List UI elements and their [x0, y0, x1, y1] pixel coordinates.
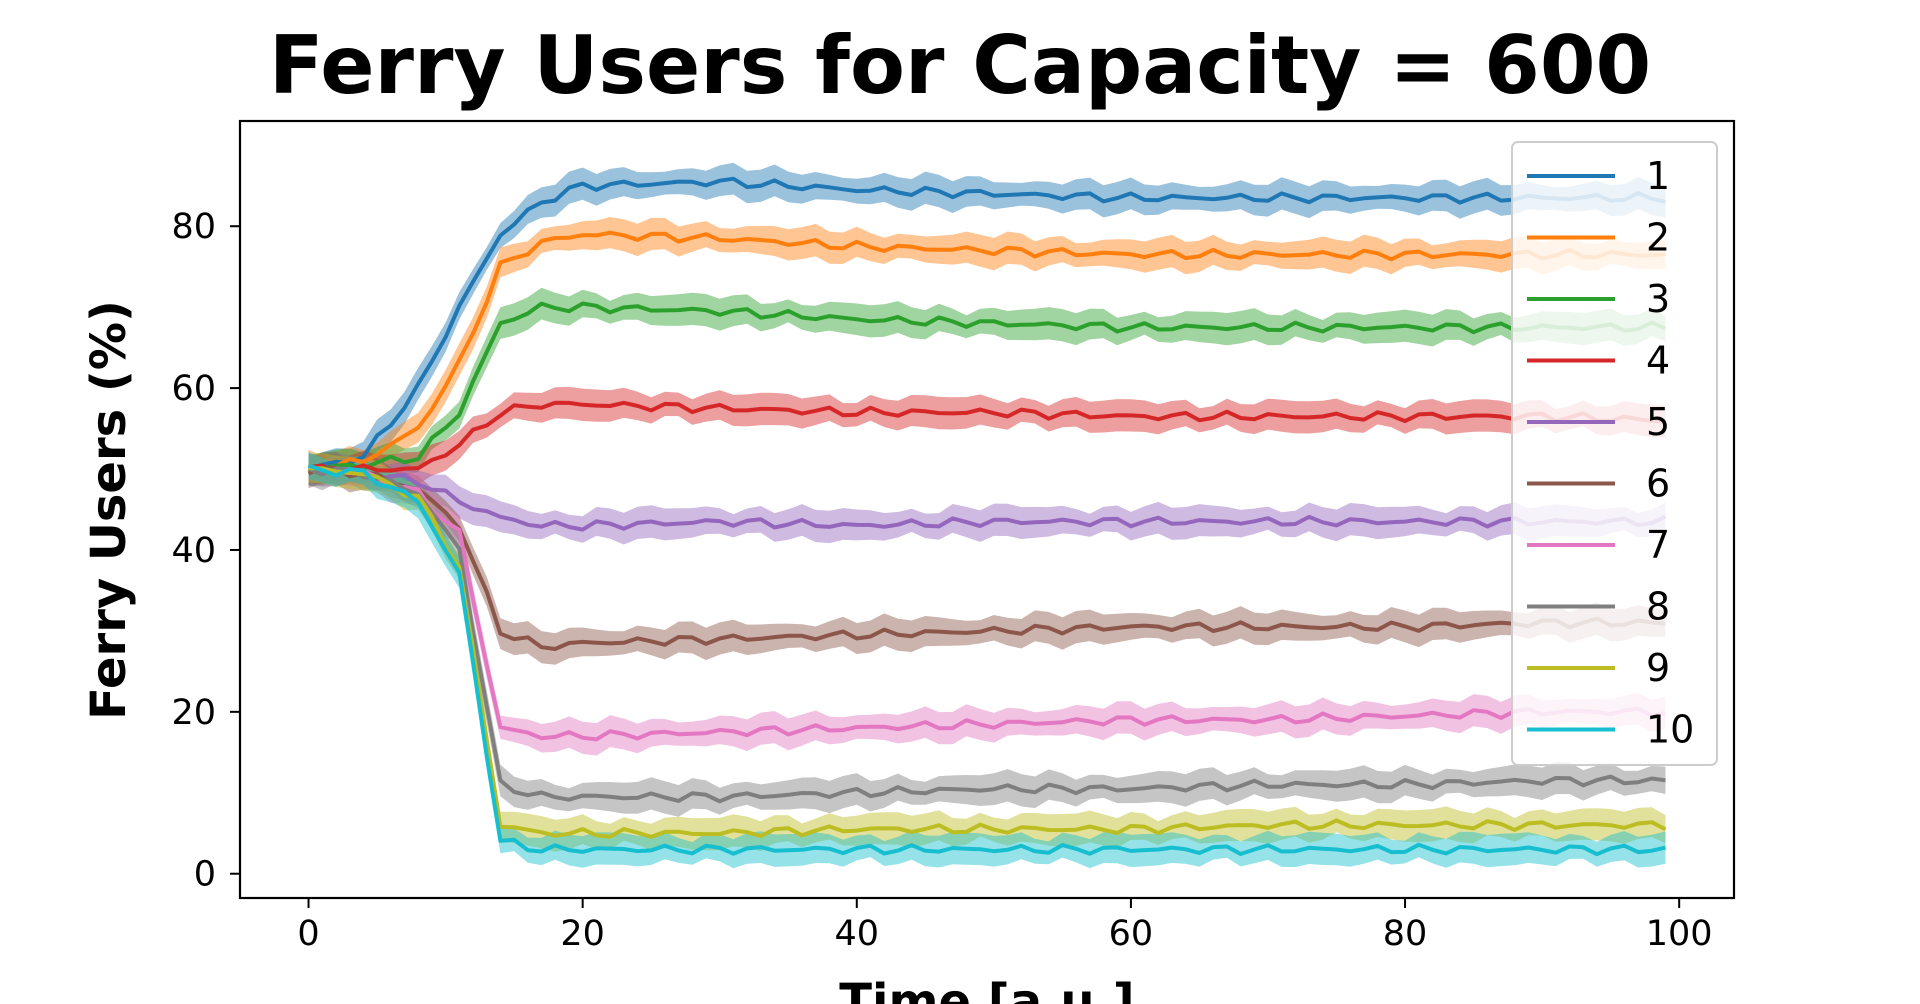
- legend-item: 5: [1527, 400, 1670, 444]
- line-series-5: [308, 467, 1667, 532]
- y-axis: 0 20 40 60 80: [171, 207, 240, 895]
- legend-label: 6: [1646, 462, 1670, 506]
- legend-label: 3: [1646, 277, 1670, 321]
- legend-item: 4: [1527, 339, 1670, 383]
- y-tick-label: 60: [171, 369, 216, 409]
- line-series-3: [308, 301, 1667, 472]
- legend-label: 10: [1646, 708, 1694, 752]
- y-tick-label: 80: [171, 207, 216, 247]
- band-series-7: [308, 454, 1666, 756]
- line-series-1: [307, 176, 1666, 471]
- band-series-3: [308, 287, 1666, 486]
- legend-label: 5: [1646, 400, 1670, 444]
- chart-title: Ferry Users for Capacity = 600: [268, 19, 1652, 112]
- x-tick-label: 40: [835, 914, 880, 954]
- x-tick-label: 20: [560, 914, 605, 954]
- series-lines: [307, 176, 1667, 857]
- legend-label: 9: [1646, 646, 1670, 690]
- y-tick-label: 40: [171, 531, 216, 571]
- band-series-6: [308, 451, 1666, 665]
- x-axis: 0 20 40 60 80 100: [297, 898, 1713, 954]
- x-tick-label: 100: [1646, 914, 1713, 954]
- line-series-6: [307, 465, 1666, 651]
- y-axis-label: Ferry Users (%): [81, 300, 137, 720]
- legend-item: 3: [1527, 277, 1670, 321]
- x-tick-label: 60: [1109, 914, 1154, 954]
- line-series-9: [308, 466, 1667, 839]
- legend-label: 2: [1646, 216, 1670, 260]
- line-series-4: [308, 400, 1666, 476]
- legend-label: 8: [1646, 585, 1670, 629]
- legend-item: 9: [1527, 646, 1670, 690]
- legend-item: 10: [1527, 708, 1694, 752]
- line-series-7: [307, 464, 1666, 742]
- legend-item: 1: [1527, 154, 1670, 198]
- legend-item: 7: [1527, 523, 1670, 567]
- x-tick-label: 80: [1383, 914, 1428, 954]
- line-series-8: [307, 466, 1666, 804]
- band-series-4: [308, 386, 1666, 487]
- variability-bands: [308, 162, 1666, 869]
- legend-label: 4: [1646, 339, 1670, 383]
- line-series-2: [307, 230, 1666, 473]
- y-tick-label: 0: [194, 855, 216, 895]
- y-tick-label: 20: [171, 693, 216, 733]
- legend-label: 1: [1646, 154, 1670, 198]
- x-axis-label: Time [a.u.]: [839, 974, 1134, 1004]
- band-series-9: [308, 453, 1666, 852]
- legend: 1 2 3 4 5 6 7 8 9 10: [1511, 141, 1718, 766]
- plot-frame: [238, 119, 1736, 900]
- legend-item: 2: [1527, 216, 1670, 260]
- line-series-10: [307, 463, 1666, 857]
- legend-box: [1511, 141, 1718, 766]
- band-series-5: [308, 454, 1666, 545]
- legend-label: 7: [1646, 523, 1670, 567]
- legend-item: 6: [1527, 462, 1670, 506]
- x-tick-label: 0: [297, 914, 319, 954]
- legend-item: 8: [1527, 585, 1670, 629]
